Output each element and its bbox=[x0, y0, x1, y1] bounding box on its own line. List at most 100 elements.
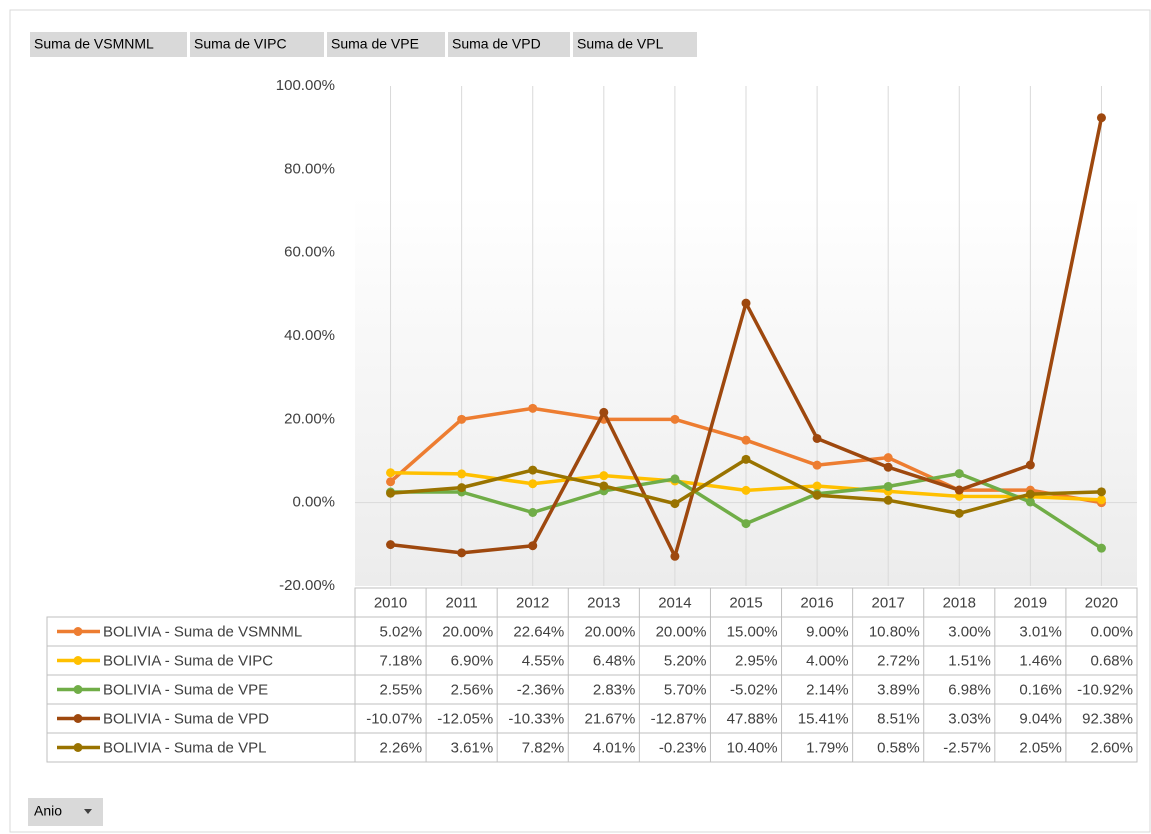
table-value: 2.26% bbox=[380, 739, 423, 756]
marker bbox=[457, 469, 467, 479]
x-tick-label: 2018 bbox=[943, 594, 976, 611]
table-value: 6.98% bbox=[948, 681, 991, 698]
button-label: Suma de VSMNML bbox=[34, 36, 154, 52]
table-value: -10.92% bbox=[1077, 681, 1133, 698]
table-value: 2.55% bbox=[380, 681, 423, 698]
y-tick-label: -20.00% bbox=[279, 577, 335, 594]
marker bbox=[812, 460, 822, 470]
marker bbox=[528, 403, 538, 413]
marker bbox=[954, 485, 964, 495]
legend-label: BOLIVIA - Suma de VPD bbox=[103, 710, 269, 727]
marker bbox=[954, 508, 964, 518]
marker bbox=[1096, 543, 1106, 553]
marker bbox=[741, 298, 751, 308]
marker bbox=[741, 454, 751, 464]
legend-label: BOLIVIA - Suma de VPL bbox=[103, 739, 266, 756]
table-value: 22.64% bbox=[513, 623, 564, 640]
table-value: 9.00% bbox=[806, 623, 849, 640]
field-button[interactable]: Suma de VPD bbox=[448, 32, 570, 57]
marker bbox=[741, 485, 751, 495]
table-value: -2.57% bbox=[943, 739, 991, 756]
table-value: 20.00% bbox=[584, 623, 635, 640]
marker bbox=[599, 407, 609, 417]
table-value: 4.00% bbox=[806, 652, 849, 669]
table-value: 1.51% bbox=[948, 652, 991, 669]
table-value: 7.18% bbox=[380, 652, 423, 669]
marker bbox=[954, 469, 964, 479]
table-value: 2.72% bbox=[877, 652, 920, 669]
x-tick-label: 2019 bbox=[1014, 594, 1047, 611]
field-button[interactable]: Suma de VIPC bbox=[190, 32, 324, 57]
table-value: 1.46% bbox=[1019, 652, 1062, 669]
x-tick-label: 2011 bbox=[446, 594, 478, 611]
marker bbox=[883, 481, 893, 491]
x-tick-label: 2015 bbox=[729, 594, 762, 611]
y-tick-label: 60.00% bbox=[284, 244, 335, 261]
table-value: 6.90% bbox=[451, 652, 494, 669]
button-bg bbox=[28, 798, 103, 826]
field-button[interactable]: Suma de VSMNML bbox=[30, 32, 187, 57]
table-value: 3.89% bbox=[877, 681, 920, 698]
marker bbox=[599, 481, 609, 491]
table-value: 0.58% bbox=[877, 739, 920, 756]
x-tick-label: 2012 bbox=[516, 594, 549, 611]
marker bbox=[386, 477, 396, 487]
y-tick-label: 80.00% bbox=[284, 160, 335, 177]
table-value: -10.07% bbox=[366, 710, 422, 727]
marker bbox=[1025, 497, 1035, 507]
button-label: Suma de VIPC bbox=[194, 36, 287, 52]
button-bg bbox=[448, 32, 570, 57]
table-value: 4.55% bbox=[522, 652, 565, 669]
table-value: 10.40% bbox=[727, 739, 778, 756]
marker bbox=[883, 453, 893, 463]
row-field-button[interactable]: Anio bbox=[28, 798, 103, 826]
table-value: 2.56% bbox=[451, 681, 494, 698]
legend-key-marker bbox=[73, 714, 83, 723]
marker bbox=[599, 471, 609, 481]
marker bbox=[741, 519, 751, 529]
button-label: Suma de VPD bbox=[452, 36, 541, 52]
table-value: 3.01% bbox=[1019, 623, 1062, 640]
table-value: 5.70% bbox=[664, 681, 707, 698]
table-value: 4.01% bbox=[593, 739, 636, 756]
table-value: 1.79% bbox=[806, 739, 849, 756]
table-value: 3.00% bbox=[948, 623, 991, 640]
x-tick-label: 2020 bbox=[1085, 594, 1118, 611]
button-bg bbox=[573, 32, 697, 57]
field-button[interactable]: Suma de VPE bbox=[327, 32, 445, 57]
marker bbox=[457, 414, 467, 424]
table-value: 92.38% bbox=[1082, 710, 1133, 727]
x-tick-label: 2013 bbox=[587, 594, 620, 611]
marker bbox=[386, 468, 396, 478]
marker bbox=[528, 541, 538, 551]
x-tick-label: 2014 bbox=[658, 594, 691, 611]
table-value: -12.87% bbox=[651, 710, 707, 727]
marker bbox=[1096, 113, 1106, 123]
legend-key-marker bbox=[73, 743, 83, 752]
marker bbox=[883, 495, 893, 505]
field-button[interactable]: Suma de VPL bbox=[573, 32, 697, 57]
marker bbox=[812, 433, 822, 443]
legend-label: BOLIVIA - Suma de VSMNML bbox=[103, 623, 302, 640]
button-label: Suma de VPL bbox=[577, 36, 664, 52]
y-tick-label: 100.00% bbox=[276, 77, 335, 94]
table-value: 2.14% bbox=[806, 681, 849, 698]
button-label: Suma de VPE bbox=[331, 36, 419, 52]
marker bbox=[457, 548, 467, 558]
table-value: 5.02% bbox=[380, 623, 423, 640]
marker bbox=[812, 481, 822, 491]
marker bbox=[883, 462, 893, 472]
table-value: 2.05% bbox=[1019, 739, 1062, 756]
button-bg bbox=[30, 32, 187, 57]
dropdown-arrow bbox=[84, 809, 92, 814]
table-value: 7.82% bbox=[522, 739, 565, 756]
chart-border bbox=[9, 9, 1151, 833]
button-label: Anio bbox=[34, 803, 62, 819]
marker bbox=[528, 465, 538, 475]
x-tick-label: 2017 bbox=[871, 594, 904, 611]
table-row-border bbox=[46, 732, 1138, 763]
table-value: 0.68% bbox=[1090, 652, 1133, 669]
legend-label: BOLIVIA - Suma de VIPC bbox=[103, 652, 273, 669]
x-tick-label: 2016 bbox=[800, 594, 833, 611]
